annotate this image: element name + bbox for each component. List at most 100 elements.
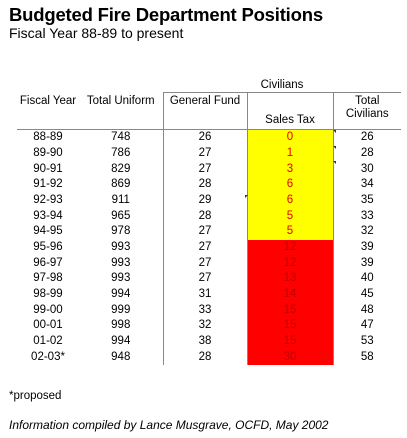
table-row: 91-92 869 28 6 34 <box>17 176 401 193</box>
sales-tax-cell: 15 <box>247 302 334 318</box>
general-fund-cell: 27 <box>163 223 248 240</box>
sales-tax-cell: 6 <box>244 192 334 209</box>
table-row: 90-91 829 27 3 30 <box>17 161 401 177</box>
table-row: 96-97 993 27 12 39 <box>17 255 401 271</box>
general-fund-cell: 27 <box>163 270 248 287</box>
sales-tax-cell: 5 <box>247 208 334 224</box>
group-header-row: Civilians <box>17 76 402 93</box>
fiscal-year-cell: 94-95 <box>33 225 63 238</box>
general-fund-cell: 27 <box>163 145 248 162</box>
total-civilians-cell: 39 <box>360 240 374 253</box>
total-uniform-cell: 978 <box>79 223 164 240</box>
table-row: 95-96 993 27 12 39 <box>17 239 401 256</box>
column-header-row: Fiscal Year Total Uniform General Fund S… <box>17 92 402 130</box>
fiscal-year-cell: 91-92 <box>33 178 63 191</box>
total-uniform-cell: 994 <box>79 333 164 350</box>
civilians-group-header: Civilians <box>163 76 402 93</box>
source-credit: Information compiled by Lance Musgrave, … <box>9 418 329 432</box>
positions-table-container: Civilians Fiscal Year Total Uniform Gene… <box>17 76 402 365</box>
total-uniform-cell: 786 <box>79 145 164 162</box>
table-row: 94-95 978 27 5 32 <box>17 223 401 240</box>
table-row: 88-89 748 26 0 26 <box>17 129 401 146</box>
general-fund-cell: 38 <box>163 333 248 350</box>
total-civilians-cell: 40 <box>360 272 374 285</box>
positions-table: Civilians Fiscal Year Total Uniform Gene… <box>17 76 402 365</box>
fiscal-year-cell: 01-02 <box>33 334 63 347</box>
table-row: 00-01 998 32 15 47 <box>17 317 401 334</box>
total-uniform-cell: 948 <box>79 349 164 365</box>
sales-tax-cell: 12 <box>247 255 334 271</box>
sales-tax-cell: 6 <box>247 176 334 193</box>
fiscal-year-cell: 98-99 <box>33 287 63 300</box>
fiscal-year-cell: 88-89 <box>33 131 63 144</box>
table-row: 93-94 965 28 5 33 <box>17 208 401 224</box>
table-row: 92-93 911 29 6 35 <box>17 192 401 209</box>
total-civilians-cell: 48 <box>360 303 374 316</box>
total-uniform-cell: 829 <box>79 161 164 177</box>
sales-tax-cell: 3 <box>247 161 336 177</box>
fiscal-year-cell: 93-94 <box>33 209 63 222</box>
table-body: 88-89 748 26 0 26 89-90 786 27 1 28 90-91 829 27 3 30 9… <box>17 129 401 365</box>
comment-indicator-icon <box>244 194 248 198</box>
sales-tax-cell: 13 <box>247 270 334 287</box>
total-civilians-cell: 53 <box>360 334 374 347</box>
sales-tax-cell: 14 <box>247 286 334 303</box>
sales-tax-cell: 5 <box>247 223 334 240</box>
total-uniform-cell: 999 <box>79 302 164 318</box>
table-row: 98-99 994 31 14 45 <box>17 286 401 303</box>
header-fiscal-year: Fiscal Year <box>17 92 79 130</box>
footnote: *proposed <box>9 390 62 402</box>
general-fund-cell: 28 <box>163 349 248 365</box>
total-civilians-cell: 35 <box>360 193 374 206</box>
sales-tax-cell: 30 <box>247 349 334 365</box>
fiscal-year-cell: 96-97 <box>33 256 63 269</box>
total-uniform-cell: 993 <box>79 255 164 271</box>
total-uniform-cell: 994 <box>79 286 164 303</box>
sales-tax-cell: 12 <box>247 239 334 256</box>
sales-tax-cell: 0 <box>247 129 336 146</box>
header-general-fund: General Fund <box>163 92 248 130</box>
header-total-civilians: Total Civilians <box>333 92 402 130</box>
general-fund-cell: 27 <box>163 161 248 177</box>
comment-indicator-icon <box>332 145 336 149</box>
table-row: 99-00 999 33 15 48 <box>17 302 401 318</box>
group-header-spacer <box>17 76 163 93</box>
fiscal-year-cell: 02-03* <box>31 350 65 363</box>
general-fund-cell: 33 <box>163 302 248 318</box>
total-uniform-cell: 869 <box>79 176 164 193</box>
general-fund-cell: 31 <box>163 286 248 303</box>
total-civilians-cell: 33 <box>360 209 374 222</box>
document-subtitle: Fiscal Year 88-89 to present <box>9 25 184 41</box>
general-fund-cell: 27 <box>163 255 248 271</box>
general-fund-cell: 28 <box>163 176 248 193</box>
total-uniform-cell: 911 <box>79 192 164 209</box>
total-uniform-cell: 965 <box>79 208 164 224</box>
fiscal-year-cell: 95-96 <box>33 240 63 253</box>
total-uniform-cell: 998 <box>79 317 164 334</box>
comment-indicator-icon <box>332 161 336 165</box>
total-civilians-cell: 26 <box>360 131 374 144</box>
fiscal-year-cell: 89-90 <box>33 146 63 159</box>
general-fund-cell: 28 <box>163 208 248 224</box>
total-uniform-cell: 993 <box>79 239 164 256</box>
total-civilians-cell: 34 <box>360 178 374 191</box>
comment-indicator-icon <box>332 130 336 133</box>
fiscal-year-cell: 99-00 <box>33 303 63 316</box>
total-civilians-cell: 32 <box>360 225 374 238</box>
fiscal-year-cell: 00-01 <box>33 319 63 332</box>
sales-tax-cell: 15 <box>247 317 334 334</box>
total-civilians-cell: 47 <box>360 319 374 332</box>
sales-tax-cell: 1 <box>247 145 336 162</box>
total-civilians-cell: 28 <box>360 146 374 159</box>
total-civilians-cell: 30 <box>360 162 374 175</box>
sales-tax-cell: 15 <box>247 333 334 350</box>
fiscal-year-cell: 97-98 <box>33 272 63 285</box>
total-civilians-cell: 39 <box>360 256 374 269</box>
table-row: 01-02 994 38 15 53 <box>17 333 401 350</box>
header-sales-tax: Sales Tax <box>247 92 334 130</box>
header-total-uniform: Total Uniform <box>79 92 164 130</box>
total-uniform-cell: 748 <box>79 129 164 146</box>
total-civilians-cell: 58 <box>360 350 374 363</box>
table-row: 02-03* 948 28 30 58 <box>17 349 401 365</box>
document-title: Budgeted Fire Department Positions <box>9 4 323 25</box>
